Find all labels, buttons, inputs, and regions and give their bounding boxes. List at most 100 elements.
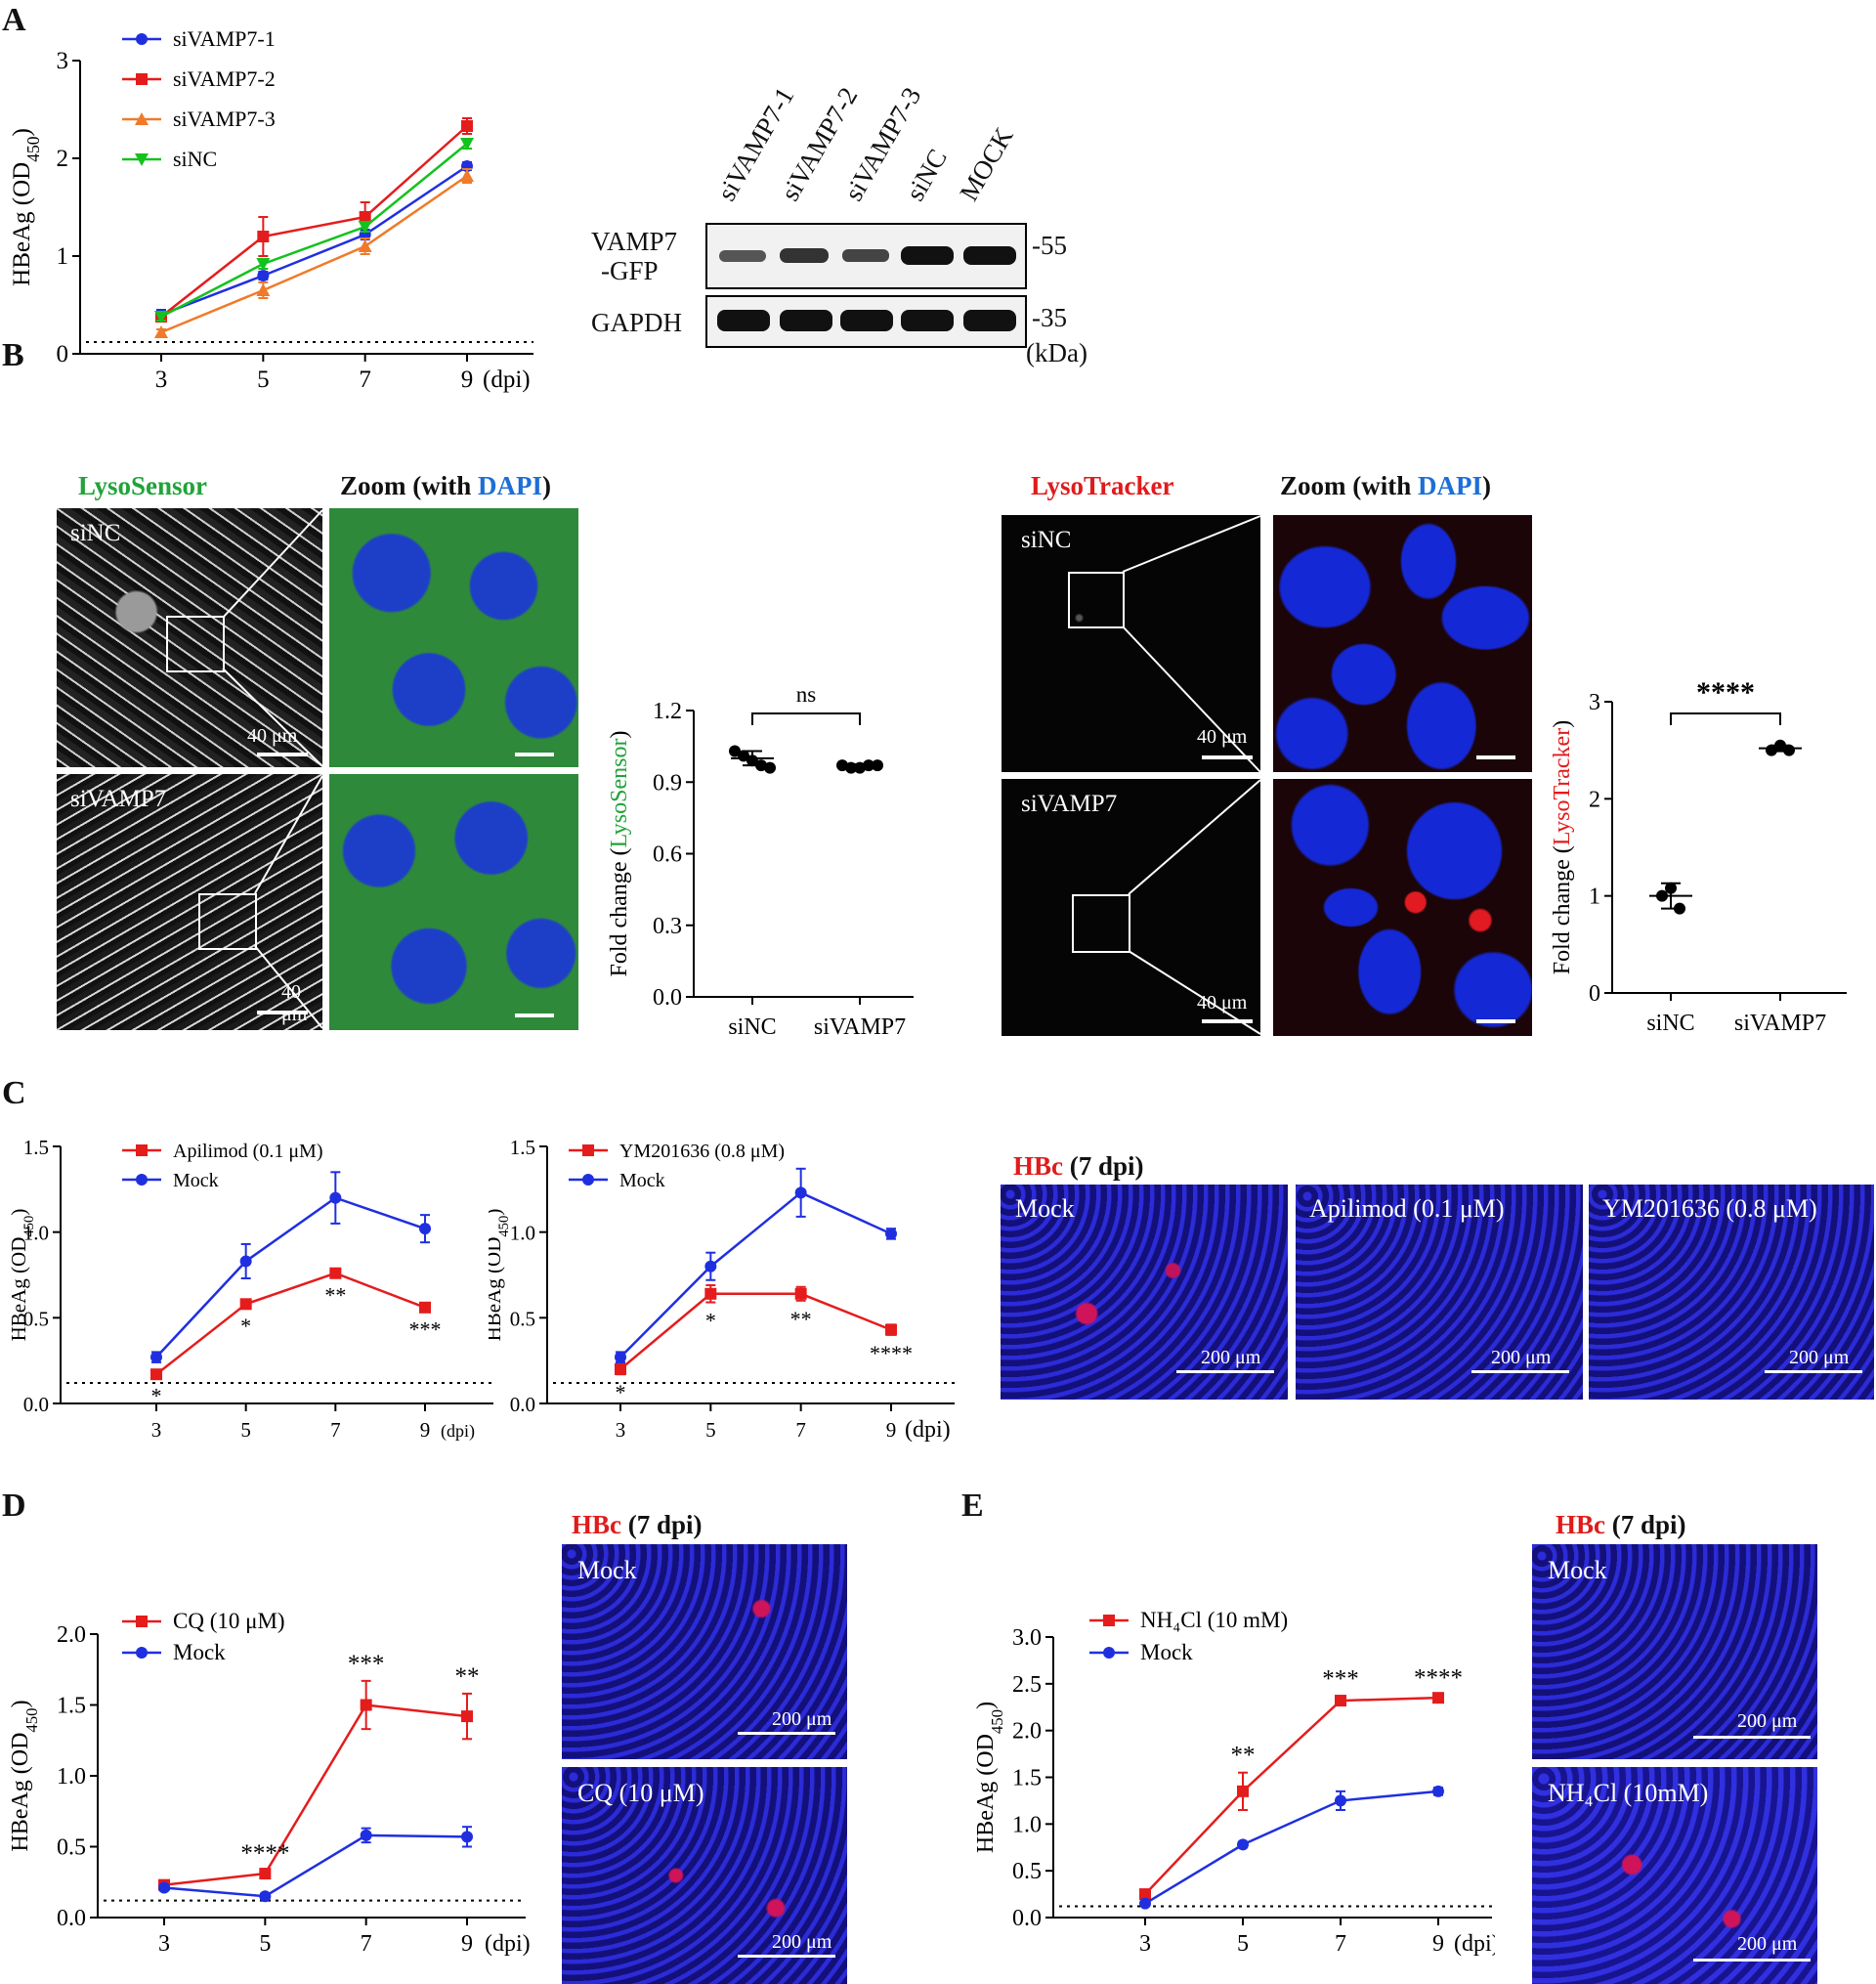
data-point	[872, 759, 883, 772]
zoom-box	[1072, 894, 1130, 953]
x-tick-label: 5	[705, 1418, 716, 1442]
zoom-title-left: Zoom (with DAPI)	[340, 471, 551, 501]
chart-b-lysosensor-fold-change: 0.0 0.3 0.6 0.9 1.2 siNC siVAMP7 ns Fold change …	[607, 682, 914, 1040]
hbc-title-rest: (7 dpi)	[1063, 1151, 1144, 1181]
zoom-suffix: )	[1482, 471, 1491, 500]
data-point	[256, 283, 271, 296]
hbc-title-c: HBc (7 dpi)	[1013, 1151, 1144, 1182]
x-tick-label: siVAMP7	[814, 1014, 906, 1040]
data-point	[1432, 1785, 1444, 1797]
y-tick-label: 0.0	[1012, 1906, 1042, 1931]
blot-band-box-gapdh	[705, 295, 1027, 348]
data-point	[329, 1191, 342, 1204]
y-tick-label: 3	[57, 48, 69, 74]
significance-label: **	[1231, 1743, 1256, 1769]
scale-bar-label: 200 μm	[1491, 1347, 1552, 1368]
x-tick-label: 9	[886, 1418, 897, 1442]
significance-label: *	[705, 1309, 716, 1333]
data-point	[461, 120, 473, 132]
data-point	[158, 1881, 170, 1894]
data-point	[136, 1144, 148, 1156]
micrograph-lysosensor-sinc: siNC 40 μm	[57, 508, 322, 767]
data-point	[615, 1362, 626, 1375]
data-point	[461, 1710, 473, 1723]
y-axis-label: HBeAg (OD450)	[9, 128, 43, 286]
scale-bar-label: 200 μm	[1737, 1933, 1798, 1955]
x-tick-label: 7	[330, 1418, 341, 1442]
data-point	[257, 270, 270, 281]
x-tick-label: 3	[155, 367, 168, 393]
data-point	[582, 1144, 594, 1156]
lysosensor-title: LysoSensor	[78, 471, 208, 500]
legend-label: Apilimod (0.1 μM)	[173, 1141, 323, 1162]
data-point	[794, 1186, 807, 1199]
data-point	[582, 1174, 594, 1186]
y-tick-label: 0.5	[1012, 1859, 1042, 1884]
x-tick-label: 3	[616, 1418, 626, 1442]
data-point	[136, 1616, 148, 1627]
x-tick-label: 9	[1432, 1931, 1444, 1957]
micrograph-label: Mock	[577, 1556, 637, 1584]
y-tick-label: 0	[1589, 981, 1600, 1007]
blot-band	[780, 248, 829, 263]
x-axis-unit: (dpi)	[485, 1931, 531, 1957]
data-point	[150, 1368, 162, 1381]
micrograph-hbc-nh4cl: NH₄Cl (10mM) 200 μm	[1532, 1767, 1817, 1984]
y-tick-label: 1.0	[57, 1764, 86, 1790]
data-point	[419, 1301, 431, 1314]
hbc-title-rest: (7 dpi)	[1605, 1510, 1686, 1539]
series-line	[160, 143, 468, 319]
y-tick-label: 1.5	[57, 1694, 86, 1719]
hbc-title-rest: (7 dpi)	[621, 1510, 703, 1539]
blot-band	[963, 246, 1016, 265]
y-tick-label: 0.0	[510, 1393, 535, 1416]
micrograph-hbc-mock-e: Mock 200 μm	[1532, 1544, 1817, 1759]
micrograph-label: siNC	[1021, 527, 1072, 553]
y-axis-label: HBeAg (OD450)	[7, 1209, 37, 1342]
x-axis-unit: (dpi)	[483, 367, 531, 393]
data-point	[360, 1829, 372, 1841]
micrograph-lysotracker-sivamp7-zoom	[1273, 779, 1532, 1036]
x-axis-unit: (dpi)	[441, 1421, 475, 1442]
y-tick-label: 0.5	[57, 1835, 86, 1861]
micrograph-label: siVAMP7	[70, 786, 167, 812]
data-point	[135, 153, 149, 166]
micrograph-lysosensor-sivamp7: siVAMP7 40 μm	[57, 774, 322, 1030]
scale-bar-label: 40 μm	[1197, 992, 1248, 1014]
blot-band	[901, 246, 954, 265]
micrograph-label: siNC	[70, 520, 121, 546]
y-axis-label: HBeAg (OD450)	[973, 1702, 1006, 1853]
scale-bar	[1202, 1019, 1253, 1023]
blot-band	[963, 310, 1016, 331]
x-tick-label: 7	[359, 367, 371, 393]
series-line	[1144, 1696, 1439, 1895]
significance-label: *	[240, 1314, 251, 1338]
data-point	[419, 1223, 431, 1235]
significance-bracket	[1670, 712, 1781, 725]
series-line	[619, 1190, 892, 1359]
series-line	[163, 1833, 468, 1898]
micrograph-hbc-ym201636: YM201636 (0.8 μM) 200 μm	[1589, 1185, 1874, 1400]
scale-bar	[257, 753, 308, 756]
blot-mw-55: -55	[1032, 231, 1067, 260]
scale-bar	[738, 1732, 835, 1735]
significance-bracket	[751, 712, 861, 725]
y-tick-label: 0.5	[23, 1307, 49, 1330]
zoom-box	[198, 893, 257, 950]
series-line	[160, 174, 468, 334]
data-point	[329, 1267, 342, 1279]
hbc-label: HBc	[1556, 1510, 1605, 1539]
data-point	[1335, 1695, 1346, 1707]
dapi-label: DAPI	[478, 471, 542, 500]
legend-label: Mock	[173, 1170, 219, 1191]
data-point	[1335, 1794, 1346, 1807]
significance-label: **	[455, 1663, 480, 1690]
y-tick-label: 0.0	[57, 1906, 86, 1931]
y-axis-label: HBeAg (OD450)	[8, 1700, 41, 1851]
lysotracker-title: LysoTracker	[1031, 471, 1174, 500]
chart-e-hbeag-nh4cl: 0.0 0.5 1.0 1.5 2.0 2.5 3.0 3 5 7 9 (dpi) HBeAg (OD4…	[973, 1608, 1495, 1957]
panel-letter-c: C	[2, 1075, 26, 1111]
x-axis-unit: (dpi)	[905, 1417, 951, 1443]
hbc-title-d: HBc (7 dpi)	[572, 1510, 703, 1540]
y-tick-label: 3	[1589, 690, 1600, 715]
